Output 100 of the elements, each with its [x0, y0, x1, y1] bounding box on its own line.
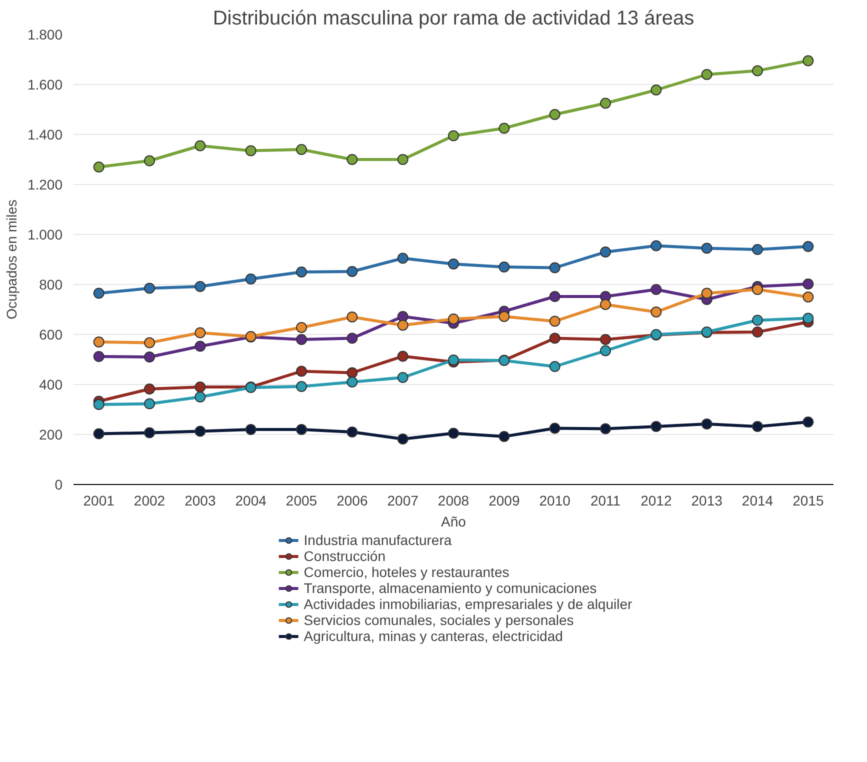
y-tick-label: 1.400 — [27, 126, 63, 142]
point — [498, 431, 510, 442]
x-tick-label: 2015 — [792, 492, 824, 508]
point — [701, 288, 712, 299]
y-tick-label: 0 — [54, 476, 63, 492]
x-tick-label: 2001 — [83, 492, 115, 508]
legend-label: Comercio, hoteles y restaurantes — [304, 564, 510, 580]
x-tick-label: 2004 — [235, 492, 267, 508]
point — [752, 65, 763, 76]
y-tick-label: 800 — [39, 276, 63, 292]
point — [600, 246, 611, 258]
point — [549, 422, 560, 434]
point — [397, 320, 408, 331]
point — [802, 278, 814, 290]
point — [650, 306, 662, 318]
point — [600, 98, 611, 109]
point — [296, 381, 307, 392]
point — [498, 311, 510, 322]
point — [802, 241, 814, 252]
x-tick-label: 2003 — [184, 492, 216, 508]
x-tick-label: 2005 — [286, 492, 318, 508]
point — [296, 334, 307, 345]
x-tick-label: 2008 — [438, 492, 470, 508]
point — [498, 262, 510, 272]
point — [802, 312, 814, 324]
point — [498, 122, 510, 134]
legend-label: Actividades inmobiliarias, empresariales y de alquiler — [304, 596, 632, 612]
point — [194, 340, 206, 352]
point — [752, 326, 763, 338]
x-tick-label: 2011 — [590, 492, 621, 508]
point — [245, 424, 256, 435]
point — [549, 262, 560, 274]
y-axis-title: Ocupados en miles — [3, 200, 20, 320]
point — [397, 350, 408, 362]
y-tick-label: 1.600 — [27, 76, 63, 92]
x-tick-label: 2002 — [134, 492, 166, 508]
point — [397, 311, 408, 322]
point — [194, 327, 206, 338]
point — [600, 334, 611, 345]
point — [296, 266, 307, 278]
point — [93, 162, 104, 172]
point — [448, 314, 459, 324]
point — [802, 416, 814, 428]
point — [549, 361, 560, 372]
x-tick-label: 2007 — [387, 492, 419, 508]
point — [397, 252, 408, 264]
y-tick-label: 1.200 — [27, 176, 63, 192]
point — [93, 288, 104, 299]
legend-label: Industria manufacturera — [304, 532, 452, 548]
y-tick-label: 1.800 — [27, 26, 63, 42]
point — [448, 428, 459, 439]
x-tick-label: 2010 — [539, 492, 571, 508]
point — [600, 423, 611, 434]
point — [397, 154, 408, 165]
point — [650, 421, 662, 432]
point — [245, 145, 256, 156]
point — [296, 322, 307, 333]
point — [93, 351, 104, 362]
x-tick-label: 2006 — [336, 492, 368, 508]
legend-label: Transporte, almacenamiento y comunicaciones — [304, 580, 597, 596]
x-tick-label: 2013 — [691, 492, 723, 508]
point — [194, 140, 206, 152]
legend-label: Construcción — [304, 548, 386, 564]
point — [93, 399, 104, 410]
point — [650, 84, 662, 96]
point — [802, 292, 814, 302]
x-tick-label: 2009 — [488, 492, 520, 508]
point — [752, 244, 763, 255]
point — [448, 258, 459, 270]
point — [346, 312, 358, 322]
point — [194, 426, 206, 437]
point — [549, 291, 560, 302]
point — [194, 281, 206, 292]
point — [144, 427, 155, 438]
point — [346, 426, 358, 438]
point — [346, 266, 358, 277]
point — [600, 345, 611, 356]
x-tick-label: 2014 — [742, 492, 774, 508]
point — [245, 274, 256, 284]
point — [346, 367, 358, 378]
point — [346, 154, 358, 165]
point — [144, 282, 155, 294]
x-axis-title: Año — [441, 514, 466, 530]
y-tick-label: 400 — [39, 376, 63, 392]
point — [397, 372, 408, 383]
y-tick-label: 600 — [39, 326, 63, 342]
point — [93, 336, 104, 348]
point — [701, 418, 712, 430]
point — [144, 352, 155, 362]
point — [549, 332, 560, 344]
point — [296, 424, 307, 435]
point — [296, 366, 307, 377]
point — [701, 69, 712, 80]
point — [346, 376, 358, 388]
y-tick-label: 200 — [39, 426, 63, 442]
x-tick-label: 2012 — [640, 492, 672, 508]
y-tick-label: 1.000 — [27, 226, 63, 242]
point — [144, 337, 155, 348]
point — [549, 109, 560, 120]
legend-label: Servicios comunales, sociales y personales — [304, 612, 574, 628]
